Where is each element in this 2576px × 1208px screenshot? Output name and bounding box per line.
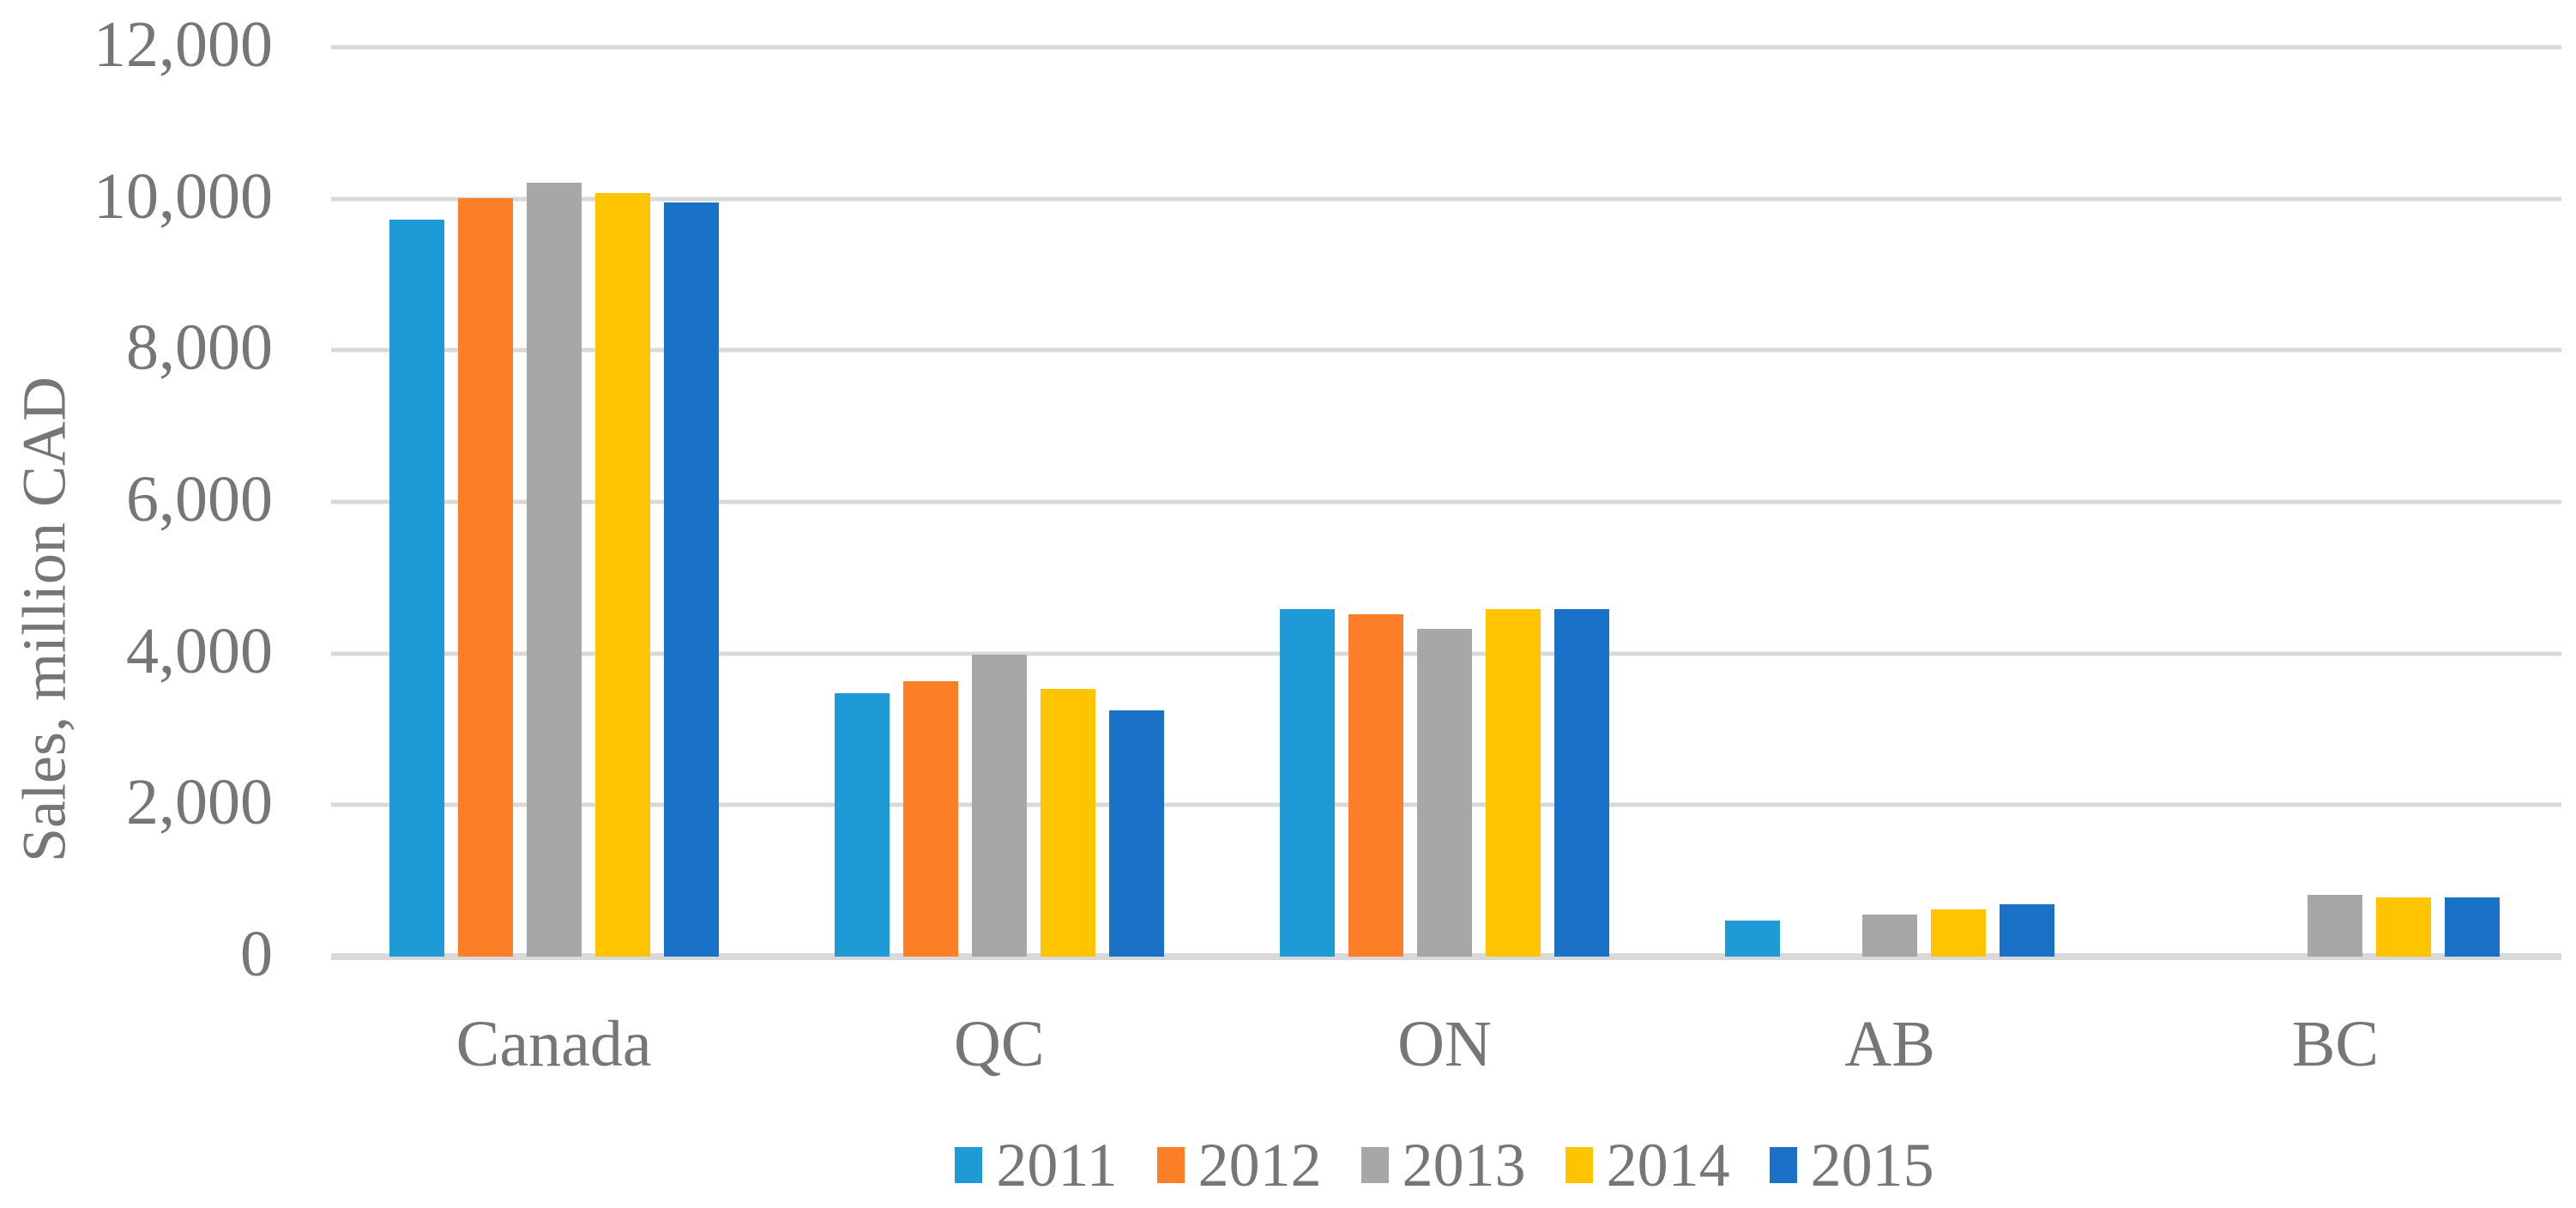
gridline-8000	[331, 347, 2561, 353]
bar-on-2013	[1417, 629, 1472, 957]
x-axis-labels: Canada QC ON AB BC	[331, 1008, 2558, 1081]
y-tick-label-8000: 8,000	[126, 311, 273, 384]
bar-canada-2014	[594, 193, 650, 957]
bar-qc-2012	[902, 681, 958, 957]
bar-on-2012	[1348, 614, 1403, 957]
bar-group-canada	[331, 47, 776, 957]
x-axis-label-qc: QC	[954, 1008, 1045, 1080]
legend-label-2015: 2015	[1810, 1131, 1934, 1199]
legend-swatch-2015	[1769, 1147, 1797, 1183]
bar-qc-2013	[971, 655, 1027, 957]
legend-label-2011: 2011	[996, 1131, 1118, 1199]
x-axis-label-ab: AB	[1844, 1008, 1935, 1080]
bar-ab-2015	[2000, 904, 2055, 957]
legend-swatch-2011	[955, 1147, 983, 1183]
bar-qc-2014	[1040, 689, 1095, 957]
bar-ab-2011	[1725, 921, 1781, 957]
legend-item-2013: 2013	[1360, 1131, 1526, 1199]
legend: 2011 2012 2013 2014 2015	[331, 1134, 2558, 1196]
y-tick-label-2000: 2,000	[126, 766, 273, 839]
bar-on-2014	[1486, 609, 1541, 957]
bar-bc-2013	[2308, 895, 2363, 957]
bar-group-qc	[776, 47, 1222, 957]
x-axis-label-canada: Canada	[455, 1008, 652, 1080]
x-axis-label-bc: BC	[2291, 1008, 2380, 1080]
bar-ab-2014	[1931, 909, 1987, 957]
plot-area	[331, 47, 2558, 957]
bar-qc-2015	[1108, 710, 1164, 957]
x-axis-label-on: ON	[1397, 1008, 1492, 1080]
legend-item-2011: 2011	[955, 1131, 1118, 1199]
bar-bc-2015	[2445, 897, 2501, 957]
y-tick-label-12000: 12,000	[94, 8, 273, 81]
gridline-0	[331, 953, 2561, 960]
bar-canada-2012	[457, 198, 513, 957]
bar-on-2011	[1280, 609, 1335, 957]
y-tick-label-6000: 6,000	[126, 462, 273, 535]
gridline-12000	[331, 45, 2561, 50]
bar-canada-2015	[663, 202, 719, 957]
gridline-6000	[331, 499, 2561, 504]
bar-bc-2014	[2376, 897, 2432, 957]
bar-ab-2013	[1862, 915, 1918, 957]
y-tick-label-10000: 10,000	[94, 160, 273, 233]
bar-canada-2013	[526, 183, 582, 957]
legend-swatch-2012	[1156, 1147, 1185, 1183]
legend-item-2012: 2012	[1156, 1131, 1322, 1199]
legend-label-2013: 2013	[1402, 1131, 1526, 1199]
bar-group-on	[1222, 47, 1667, 957]
legend-swatch-2013	[1360, 1147, 1389, 1183]
legend-item-2015: 2015	[1769, 1131, 1934, 1199]
legend-label-2014: 2014	[1606, 1131, 1730, 1199]
gridline-10000	[331, 196, 2561, 202]
legend-item-2014: 2014	[1565, 1131, 1730, 1199]
y-tick-label-4000: 4,000	[126, 614, 273, 687]
legend-swatch-2014	[1565, 1147, 1593, 1183]
bar-group-bc	[2113, 47, 2558, 957]
bar-canada-2011	[389, 220, 444, 957]
bar-qc-2011	[834, 693, 890, 957]
legend-label-2012: 2012	[1198, 1131, 1322, 1199]
bar-group-ab	[1668, 47, 2113, 957]
y-tick-label-0: 0	[240, 917, 273, 990]
bar-on-2015	[1554, 609, 1609, 957]
